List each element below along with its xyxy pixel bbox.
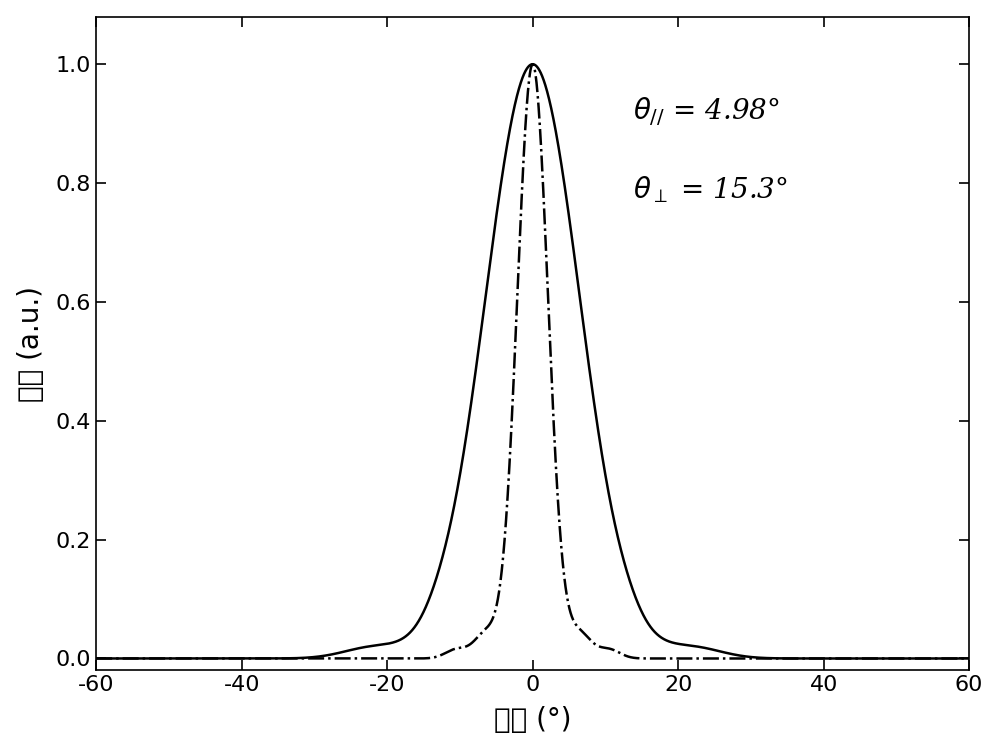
Text: $\theta_{//}$ = 4.98°: $\theta_{//}$ = 4.98° — [633, 95, 780, 128]
Text: $\theta_{\perp}$ = 15.3°: $\theta_{\perp}$ = 15.3° — [633, 174, 788, 205]
Y-axis label: 强度 (a.u.): 强度 (a.u.) — [17, 285, 45, 402]
X-axis label: 角度 (°): 角度 (°) — [494, 707, 571, 734]
